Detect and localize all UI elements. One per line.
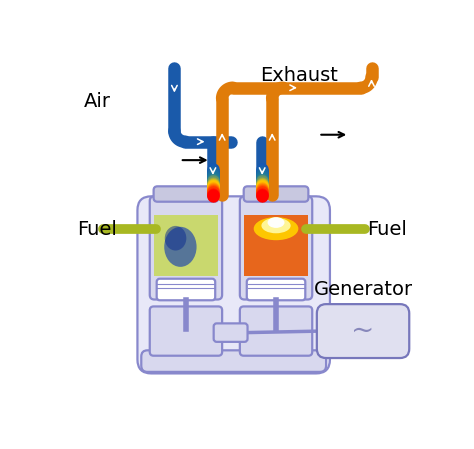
Text: ~: ~ <box>351 317 375 344</box>
FancyBboxPatch shape <box>317 304 409 358</box>
FancyBboxPatch shape <box>154 186 219 202</box>
FancyBboxPatch shape <box>247 279 305 300</box>
Ellipse shape <box>164 227 197 267</box>
Bar <box>155 215 218 277</box>
FancyBboxPatch shape <box>244 186 309 202</box>
FancyBboxPatch shape <box>240 196 312 299</box>
Text: Fuel: Fuel <box>367 220 407 239</box>
FancyBboxPatch shape <box>157 279 215 300</box>
Ellipse shape <box>267 217 284 228</box>
Text: Fuel: Fuel <box>77 220 117 239</box>
FancyBboxPatch shape <box>137 196 330 374</box>
FancyBboxPatch shape <box>214 323 247 342</box>
FancyBboxPatch shape <box>240 306 312 356</box>
Text: Exhaust: Exhaust <box>260 66 338 85</box>
FancyBboxPatch shape <box>150 196 222 299</box>
Ellipse shape <box>261 218 291 233</box>
FancyBboxPatch shape <box>150 306 222 356</box>
Ellipse shape <box>165 226 186 251</box>
FancyBboxPatch shape <box>141 350 326 372</box>
Text: Generator: Generator <box>313 280 412 299</box>
Ellipse shape <box>254 217 298 240</box>
Bar <box>245 215 308 277</box>
Text: Air: Air <box>83 92 110 111</box>
